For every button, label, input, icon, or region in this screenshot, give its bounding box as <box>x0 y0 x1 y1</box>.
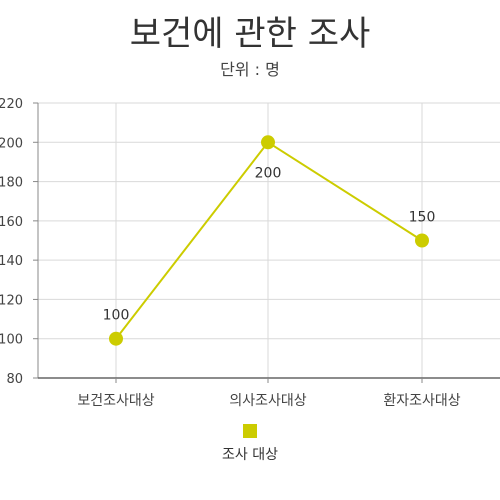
data-labels: 100 200 150 <box>103 165 436 323</box>
data-label: 200 <box>255 165 282 181</box>
legend-label: 조사 대상 <box>222 447 278 463</box>
series-group <box>109 135 429 346</box>
y-tick-label: 180 <box>0 176 23 191</box>
y-tick-label: 160 <box>0 215 23 230</box>
x-tick-label: 환자조사대상 <box>383 393 460 409</box>
x-tick-labels: 보건조사대상 의사조사대상 환자조사대상 <box>77 393 460 409</box>
y-tick-label: 200 <box>0 136 23 151</box>
data-point <box>261 135 275 150</box>
data-label: 150 <box>409 210 436 226</box>
y-tick-label: 80 <box>6 372 23 387</box>
data-point <box>415 233 429 248</box>
axes <box>33 102 500 383</box>
y-tick-labels: 80 100 120 140 160 180 200 220 <box>0 97 23 387</box>
x-tick-label: 의사조사대상 <box>229 393 306 409</box>
x-tick-label: 보건조사대상 <box>77 393 154 409</box>
data-point <box>109 331 123 346</box>
y-tick-label: 220 <box>0 97 23 112</box>
legend-swatch <box>243 424 257 438</box>
chart-title: 보건에 관한 조사 <box>129 14 371 54</box>
data-label: 100 <box>103 308 130 324</box>
y-tick-label: 120 <box>0 293 23 308</box>
y-tick-label: 100 <box>0 333 23 348</box>
chart-subtitle: 단위 : 명 <box>220 60 280 79</box>
y-tick-label: 140 <box>0 254 23 269</box>
